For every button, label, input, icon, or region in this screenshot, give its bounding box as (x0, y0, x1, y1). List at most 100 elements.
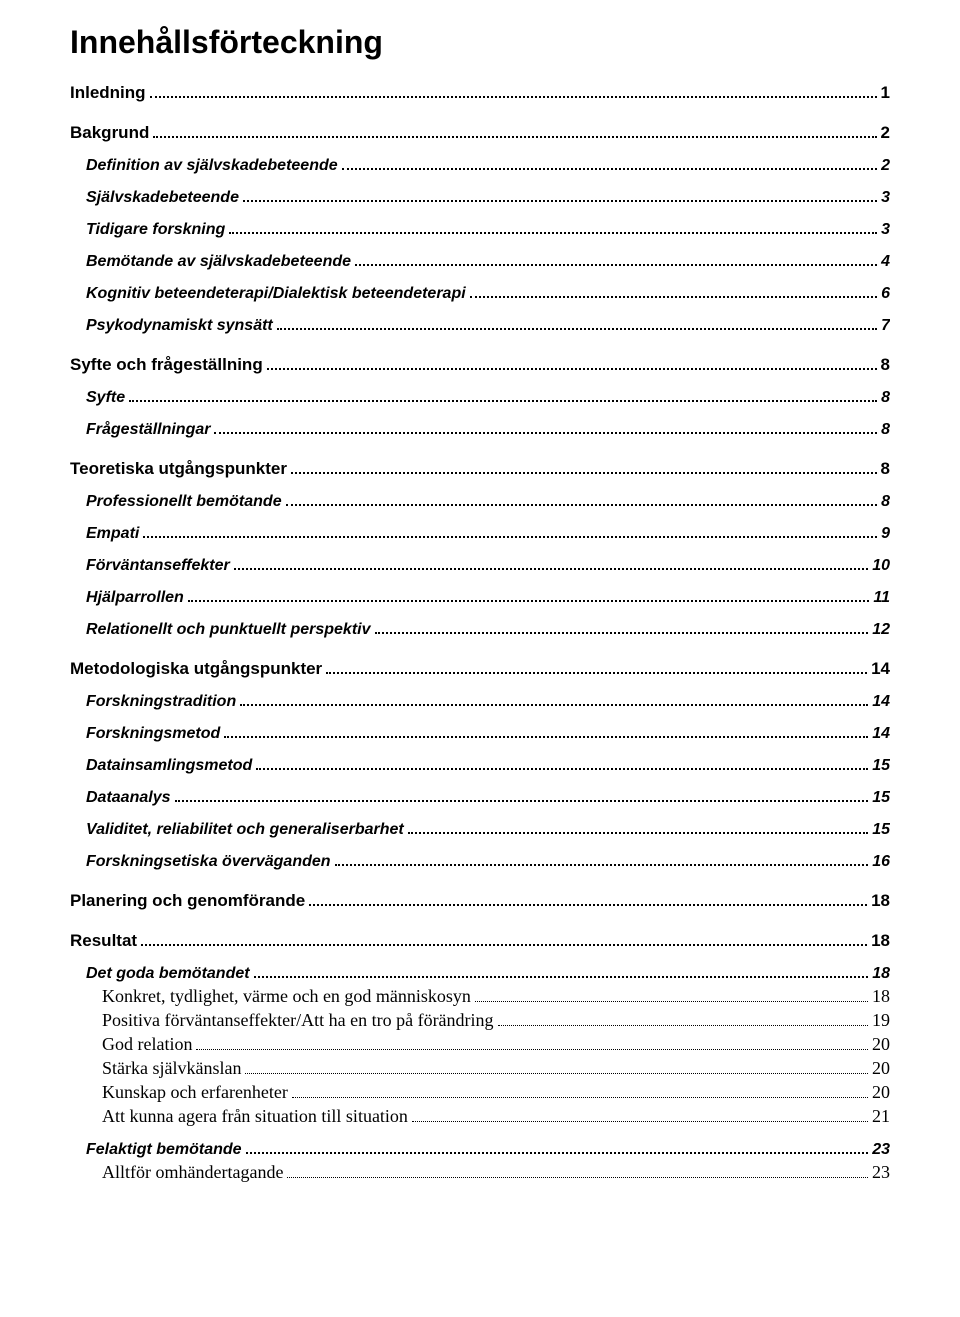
toc-entry[interactable]: Konkret, tydlighet, värme och en god män… (102, 986, 890, 1007)
toc-entry-page: 20 (872, 1082, 890, 1103)
toc-entry-page: 19 (872, 1010, 890, 1031)
toc-entry-page: 6 (881, 285, 890, 303)
toc-entry[interactable]: Tidigare forskning 3 (86, 221, 890, 239)
toc-leader (254, 968, 869, 978)
toc-entry[interactable]: Forskningstradition14 (86, 693, 890, 711)
toc-entry[interactable]: Självskadebeteende 3 (86, 189, 890, 207)
toc-entry-page: 10 (872, 557, 890, 575)
toc-leader (143, 528, 877, 538)
toc-entry[interactable]: Forskningsetiska överväganden16 (86, 853, 890, 871)
toc-entry-page: 3 (881, 221, 890, 239)
toc-entry-label: Självskadebeteende (86, 189, 239, 207)
toc-entry[interactable]: Resultat18 (70, 931, 890, 951)
toc-entry-page: 15 (872, 821, 890, 839)
toc-entry-label: Alltför omhändertagande (102, 1162, 283, 1183)
toc-entry[interactable]: Bemötande av självskadebeteende4 (86, 253, 890, 271)
toc-entry-page: 4 (881, 253, 890, 271)
toc-entry[interactable]: Metodologiska utgångspunkter 14 (70, 659, 890, 679)
toc-entry[interactable]: Datainsamlingsmetod 15 (86, 757, 890, 775)
toc-leader (196, 1038, 868, 1050)
toc-entry-label: Metodologiska utgångspunkter (70, 659, 322, 679)
toc-entry[interactable]: Teoretiska utgångspunkter8 (70, 459, 890, 479)
toc-entry-page: 14 (872, 725, 890, 743)
toc-entry[interactable]: Forskningsmetod 14 (86, 725, 890, 743)
toc-entry-label: Planering och genomförande (70, 891, 305, 911)
toc-entry[interactable]: God relation20 (102, 1034, 890, 1055)
toc-entry-label: Förväntanseffekter (86, 557, 230, 575)
toc-entry-page: 14 (871, 659, 890, 679)
toc-leader (245, 1062, 868, 1074)
toc-entry-label: Felaktigt bemötande (86, 1141, 242, 1159)
toc-leader (408, 824, 868, 834)
toc-entry-page: 8 (881, 355, 890, 375)
toc-leader (240, 696, 868, 706)
toc-entry[interactable]: Felaktigt bemötande 23 (86, 1141, 890, 1159)
toc-entry[interactable]: Relationellt och punktuellt perspektiv12 (86, 621, 890, 639)
toc-entry[interactable]: Kognitiv beteendeterapi/Dialektisk betee… (86, 285, 890, 303)
toc-entry[interactable]: Bakgrund 2 (70, 123, 890, 143)
toc-leader (470, 288, 877, 298)
toc-entry-page: 7 (881, 317, 890, 335)
toc-entry-label: Tidigare forskning (86, 221, 225, 239)
toc-leader (498, 1014, 868, 1026)
toc-entry[interactable]: Positiva förväntanseffekter/Att ha en tr… (102, 1010, 890, 1031)
toc-leader (342, 160, 877, 170)
toc-entry-page: 14 (872, 693, 890, 711)
toc-leader (129, 392, 877, 402)
toc-entry-label: Professionellt bemötande (86, 493, 282, 511)
toc-entry-page: 2 (881, 123, 890, 143)
toc-entry[interactable]: Syfte och frågeställning8 (70, 355, 890, 375)
toc-entry[interactable]: Det goda bemötandet18 (86, 965, 890, 983)
toc-leader (175, 792, 869, 802)
toc-entry[interactable]: Alltför omhändertagande 23 (102, 1162, 890, 1183)
toc-entry[interactable]: Hjälparrollen11 (86, 589, 890, 607)
toc-entry[interactable]: Syfte 8 (86, 389, 890, 407)
toc-entry-label: Frågeställningar (86, 421, 210, 439)
toc-entry-label: Datainsamlingsmetod (86, 757, 252, 775)
toc-entry[interactable]: Professionellt bemötande8 (86, 493, 890, 511)
toc-entry-label: Positiva förväntanseffekter/Att ha en tr… (102, 1010, 494, 1031)
toc-entry[interactable]: Empati 9 (86, 525, 890, 543)
toc-entry-label: Empati (86, 525, 139, 543)
toc-entry-page: 23 (872, 1162, 890, 1183)
toc-entry-label: God relation (102, 1034, 192, 1055)
toc-leader (326, 663, 867, 674)
toc-entry[interactable]: Frågeställningar8 (86, 421, 890, 439)
toc-leader (267, 359, 877, 370)
toc-entry[interactable]: Förväntanseffekter 10 (86, 557, 890, 575)
toc-entry-label: Forskningsmetod (86, 725, 220, 743)
toc-entry-page: 9 (881, 525, 890, 543)
toc-leader (475, 990, 868, 1002)
toc-entry-label: Syfte (86, 389, 125, 407)
toc-entry-label: Det goda bemötandet (86, 965, 250, 983)
toc-entry-label: Kunskap och erfarenheter (102, 1082, 288, 1103)
toc-entry-page: 8 (881, 389, 890, 407)
toc-entry[interactable]: Stärka självkänslan20 (102, 1058, 890, 1079)
toc-entry-label: Kognitiv beteendeterapi/Dialektisk betee… (86, 285, 466, 303)
toc-entry-label: Bakgrund (70, 123, 149, 143)
toc-leader (335, 856, 869, 866)
toc-leader (277, 320, 877, 330)
toc-leader (291, 463, 877, 474)
toc-entry[interactable]: Dataanalys15 (86, 789, 890, 807)
toc-entry[interactable]: Validitet, reliabilitet och generaliserb… (86, 821, 890, 839)
toc-entry-page: 15 (872, 757, 890, 775)
toc-entry-page: 23 (872, 1141, 890, 1159)
toc-entry[interactable]: Planering och genomförande18 (70, 891, 890, 911)
toc-entry[interactable]: Kunskap och erfarenheter 20 (102, 1082, 890, 1103)
toc-entry[interactable]: Psykodynamiskt synsätt 7 (86, 317, 890, 335)
toc-entry-label: Teoretiska utgångspunkter (70, 459, 287, 479)
toc-leader (286, 496, 878, 506)
toc-leader (292, 1086, 868, 1098)
toc-leader (153, 127, 876, 138)
toc-entry[interactable]: Att kunna agera från situation till situ… (102, 1106, 890, 1127)
toc-entry-label: Psykodynamiskt synsätt (86, 317, 273, 335)
toc-entry[interactable]: Inledning 1 (70, 83, 890, 103)
toc-entry-page: 3 (881, 189, 890, 207)
document-title: Innehållsförteckning (70, 24, 890, 61)
toc-entry-label: Resultat (70, 931, 137, 951)
toc-entry-page: 18 (872, 986, 890, 1007)
toc-entry-page: 1 (881, 83, 890, 103)
toc-entry-label: Inledning (70, 83, 146, 103)
toc-entry[interactable]: Definition av självskadebeteende2 (86, 157, 890, 175)
